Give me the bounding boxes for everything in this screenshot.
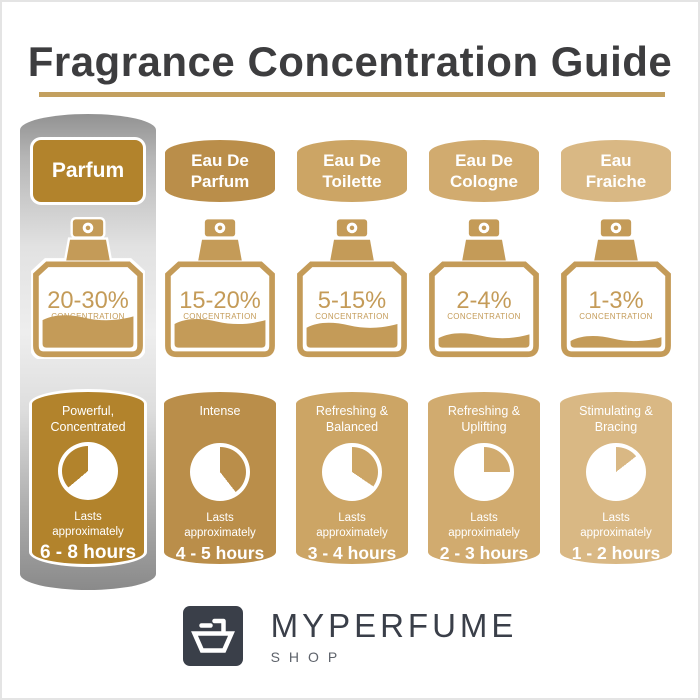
- duration-card: Refreshing & Uplifting Lasts approximate…: [428, 392, 540, 564]
- duration-pie-icon: [454, 442, 514, 502]
- fragrance-type-label: Eau Fraiche: [585, 150, 647, 191]
- concentration-label: CONCENTRATION: [447, 312, 521, 321]
- fragrance-type-badge: Eau De Toilette: [297, 140, 407, 202]
- bottle-neck: [594, 239, 638, 261]
- lasts-label: Lasts approximately: [52, 511, 124, 539]
- myperfume-logo-icon: [182, 606, 243, 666]
- duration-value: 4 - 5 hours: [175, 543, 265, 563]
- duration-pie-icon: [190, 442, 250, 502]
- lasts-label: Lasts approximately: [580, 512, 652, 540]
- perfume-bottle-icon: 1-3% CONCENTRATION: [561, 219, 671, 358]
- perfume-bottle-icon: 2-4% CONCENTRATION: [429, 219, 539, 358]
- concentration-value: 20-30%: [47, 288, 129, 314]
- title-underline: [39, 92, 665, 97]
- fragrance-column-parfum: Parfum 20-30% CONCENTRATION Powerful, Co…: [20, 114, 156, 590]
- fragrance-type-badge: Eau De Cologne: [429, 140, 539, 202]
- concentration-value: 5-15%: [318, 288, 386, 314]
- bottle-body: [429, 261, 539, 358]
- duration-value: 2 - 3 hours: [439, 543, 529, 563]
- character-description: Stimulating & Bracing: [579, 404, 653, 435]
- bottle-neck: [462, 239, 506, 261]
- liquid-fill: [438, 333, 530, 348]
- fragrance-type-label: Eau De Parfum: [190, 150, 250, 191]
- bottle-neck: [66, 239, 110, 261]
- bottle-neck: [330, 239, 374, 261]
- perfume-bottle-icon: 15-20% CONCENTRATION: [165, 219, 275, 358]
- fragrance-column-eau-fraiche: Eau Fraiche 1-3% CONCENTRATION Stimulati…: [554, 114, 678, 564]
- bottle-body: [561, 261, 671, 358]
- duration-card: Intense Lasts approximately 4 - 5 hours: [164, 392, 276, 564]
- lasts-label: Lasts approximately: [448, 512, 520, 540]
- character-description: Powerful, Concentrated: [50, 404, 126, 435]
- fragrance-type-badge: Eau De Parfum: [165, 140, 275, 202]
- duration-pie-icon: [322, 442, 382, 502]
- duration-value: 1 - 2 hours: [571, 543, 661, 563]
- concentration-value: 1-3%: [588, 288, 643, 314]
- concentration-value: 15-20%: [179, 288, 261, 314]
- liquid-fill: [570, 336, 662, 348]
- lasts-label: Lasts approximately: [316, 512, 388, 540]
- fragrance-type-label: Parfum: [51, 158, 125, 182]
- character-description: Refreshing & Uplifting: [447, 404, 521, 435]
- perfume-bottle-icon: 20-30% CONCENTRATION: [31, 217, 145, 359]
- concentration-label: CONCENTRATION: [183, 312, 257, 321]
- fragrance-type-badge: Parfum: [33, 140, 143, 202]
- liquid-fill: [42, 315, 134, 348]
- bottle-neck: [198, 239, 242, 261]
- brand-text: MYPERFUME SHOP: [271, 607, 518, 665]
- brand-footer: MYPERFUME SHOP: [2, 606, 698, 666]
- duration-value: 3 - 4 hours: [307, 543, 397, 563]
- fragrance-column-eau-de-toilette: Eau De Toilette 5-15% CONCENTRATION Refr…: [290, 114, 414, 564]
- concentration-label: CONCENTRATION: [579, 312, 653, 321]
- fragrance-column-eau-de-cologne: Eau De Cologne 2-4% CONCENTRATION Refres…: [422, 114, 546, 564]
- duration-value: 6 - 8 hours: [39, 542, 137, 563]
- duration-pie-icon: [586, 442, 646, 502]
- perfume-bottle-icon: 5-15% CONCENTRATION: [297, 219, 407, 358]
- liquid-fill: [306, 322, 398, 348]
- concentration-value: 2-4%: [456, 288, 511, 314]
- concentration-label: CONCENTRATION: [315, 312, 389, 321]
- duration-card: Stimulating & Bracing Lasts approximatel…: [560, 392, 672, 564]
- fragrance-columns: Parfum 20-30% CONCENTRATION Powerful, Co…: [20, 114, 678, 590]
- character-description: Refreshing & Balanced: [315, 404, 389, 435]
- duration-card: Powerful, Concentrated Lasts approximate…: [32, 392, 144, 564]
- brand-name: MYPERFUME: [270, 607, 518, 644]
- liquid-fill: [174, 319, 266, 348]
- character-description: Intense: [199, 404, 241, 418]
- fragrance-type-badge: Eau Fraiche: [561, 140, 671, 202]
- fragrance-type-label: Eau De Cologne: [450, 150, 518, 191]
- concentration-label: CONCENTRATION: [51, 312, 125, 321]
- page-title: Fragrance Concentration Guide: [27, 38, 673, 85]
- fragrance-column-eau-de-parfum: Eau De Parfum 15-20% CONCENTRATION Inten…: [158, 114, 282, 564]
- duration-card: Refreshing & Balanced Lasts approximatel…: [296, 392, 408, 564]
- lasts-label: Lasts approximately: [184, 512, 256, 540]
- perfume-flacon-glyph: [190, 618, 235, 653]
- duration-pie-icon: [58, 442, 118, 501]
- brand-subtitle: SHOP: [270, 649, 347, 665]
- fragrance-type-label: Eau De Toilette: [322, 150, 382, 191]
